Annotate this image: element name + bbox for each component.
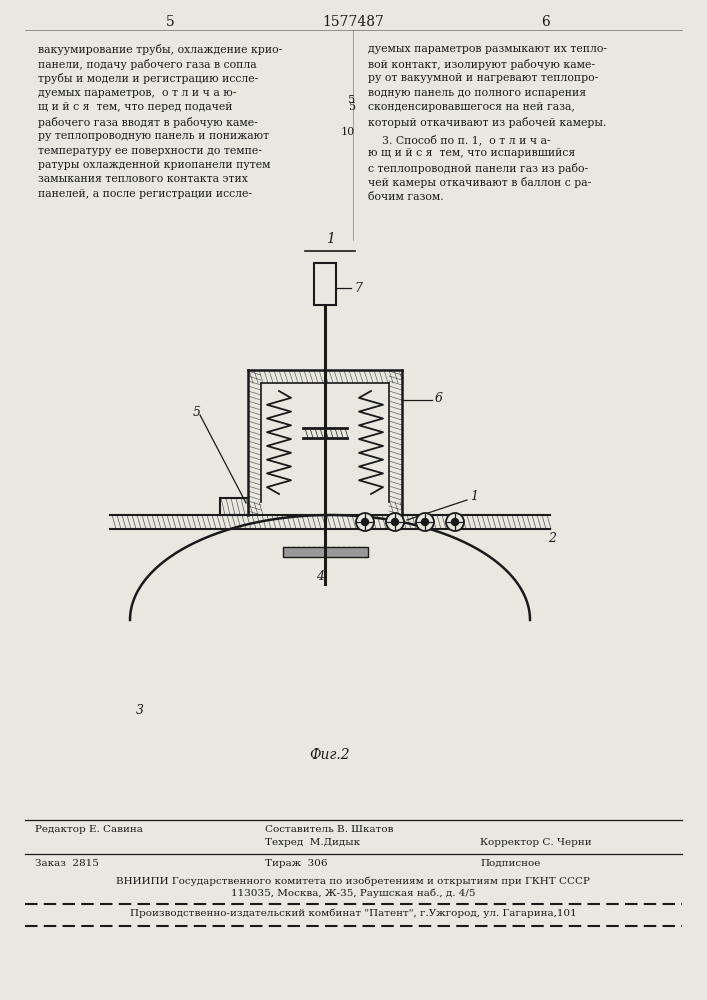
Text: трубы и модели и регистрацию иссле-: трубы и модели и регистрацию иссле-	[38, 73, 258, 84]
Text: 5: 5	[193, 406, 201, 420]
Circle shape	[386, 513, 404, 531]
Text: Производственно-издательский комбинат "Патент", г.Ужгород, ул. Гагарина,101: Производственно-издательский комбинат "П…	[129, 909, 576, 918]
Text: 6: 6	[435, 391, 443, 404]
Text: 5: 5	[349, 102, 356, 112]
Text: ВНИИПИ Государственного комитета по изобретениям и открытиям при ГКНТ СССР: ВНИИПИ Государственного комитета по изоб…	[116, 876, 590, 886]
Text: ратуры охлажденной криопанели путем: ратуры охлажденной криопанели путем	[38, 160, 271, 170]
Text: Редактор Е. Савина: Редактор Е. Савина	[35, 825, 143, 834]
Text: 6: 6	[541, 15, 549, 29]
Text: Подписное: Подписное	[480, 859, 540, 868]
Text: рабочего газа вводят в рабочую каме-: рабочего газа вводят в рабочую каме-	[38, 116, 258, 127]
Circle shape	[361, 518, 368, 526]
Text: дуемых параметров размыкают их тепло-: дуемых параметров размыкают их тепло-	[368, 44, 607, 54]
Text: 1577487: 1577487	[322, 15, 384, 29]
Circle shape	[446, 513, 464, 531]
Text: ру от вакуумной и нагревают теплопро-: ру от вакуумной и нагревают теплопро-	[368, 73, 598, 83]
Text: Составитель В. Шкатов: Составитель В. Шкатов	[265, 825, 394, 834]
Text: бочим газом.: бочим газом.	[368, 192, 443, 202]
Text: щ и й с я  тем, что перед подачей: щ и й с я тем, что перед подачей	[38, 102, 233, 112]
Text: вой контакт, изолируют рабочую каме-: вой контакт, изолируют рабочую каме-	[368, 58, 595, 70]
Circle shape	[392, 518, 399, 526]
Circle shape	[421, 518, 428, 526]
Text: Заказ  2815: Заказ 2815	[35, 859, 99, 868]
Text: с теплопроводной панели газ из рабо-: с теплопроводной панели газ из рабо-	[368, 163, 588, 174]
Text: 3. Способ по п. 1,  о т л и ч а-: 3. Способ по п. 1, о т л и ч а-	[368, 134, 551, 145]
Text: температуру ее поверхности до темпе-: температуру ее поверхности до темпе-	[38, 145, 262, 155]
Text: ю щ и й с я  тем, что испарившийся: ю щ и й с я тем, что испарившийся	[368, 148, 575, 158]
Text: 7: 7	[354, 282, 362, 295]
Text: 1: 1	[325, 232, 334, 246]
Text: 4: 4	[316, 570, 324, 584]
Text: 2: 2	[548, 532, 556, 546]
Text: 5: 5	[348, 95, 355, 105]
Text: 10: 10	[341, 127, 355, 137]
Circle shape	[356, 513, 374, 531]
Text: замыкания теплового контакта этих: замыкания теплового контакта этих	[38, 174, 248, 184]
Text: панелей, а после регистрации иссле-: панелей, а после регистрации иссле-	[38, 189, 252, 199]
Text: ру теплопроводную панель и понижают: ру теплопроводную панель и понижают	[38, 131, 269, 141]
Text: вакуумирование трубы, охлаждение крио-: вакуумирование трубы, охлаждение крио-	[38, 44, 282, 55]
Text: Корректор С. Черни: Корректор С. Черни	[480, 838, 592, 847]
Circle shape	[416, 513, 434, 531]
Text: дуемых параметров,  о т л и ч а ю-: дуемых параметров, о т л и ч а ю-	[38, 88, 236, 98]
Bar	[314, 263, 336, 305]
Bar	[283, 547, 368, 557]
Text: чей камеры откачивают в баллон с ра-: чей камеры откачивают в баллон с ра-	[368, 178, 591, 188]
Text: водную панель до полного испарения: водную панель до полного испарения	[368, 88, 586, 98]
Text: панели, подачу рабочего газа в сопла: панели, подачу рабочего газа в сопла	[38, 58, 257, 70]
Text: 113035, Москва, Ж-35, Раушская наб., д. 4/5: 113035, Москва, Ж-35, Раушская наб., д. …	[230, 889, 475, 898]
Text: Техред  М.Дидык: Техред М.Дидык	[265, 838, 360, 847]
Text: сконденсировавшегося на ней газа,: сконденсировавшегося на ней газа,	[368, 102, 575, 112]
Text: Тираж  306: Тираж 306	[265, 859, 327, 868]
Text: Фиг.2: Фиг.2	[310, 748, 350, 762]
Text: 5: 5	[165, 15, 175, 29]
Text: 1: 1	[470, 490, 478, 504]
Circle shape	[452, 518, 459, 526]
Text: 3: 3	[136, 704, 144, 716]
Text: который откачивают из рабочей камеры.: который откачивают из рабочей камеры.	[368, 116, 607, 127]
